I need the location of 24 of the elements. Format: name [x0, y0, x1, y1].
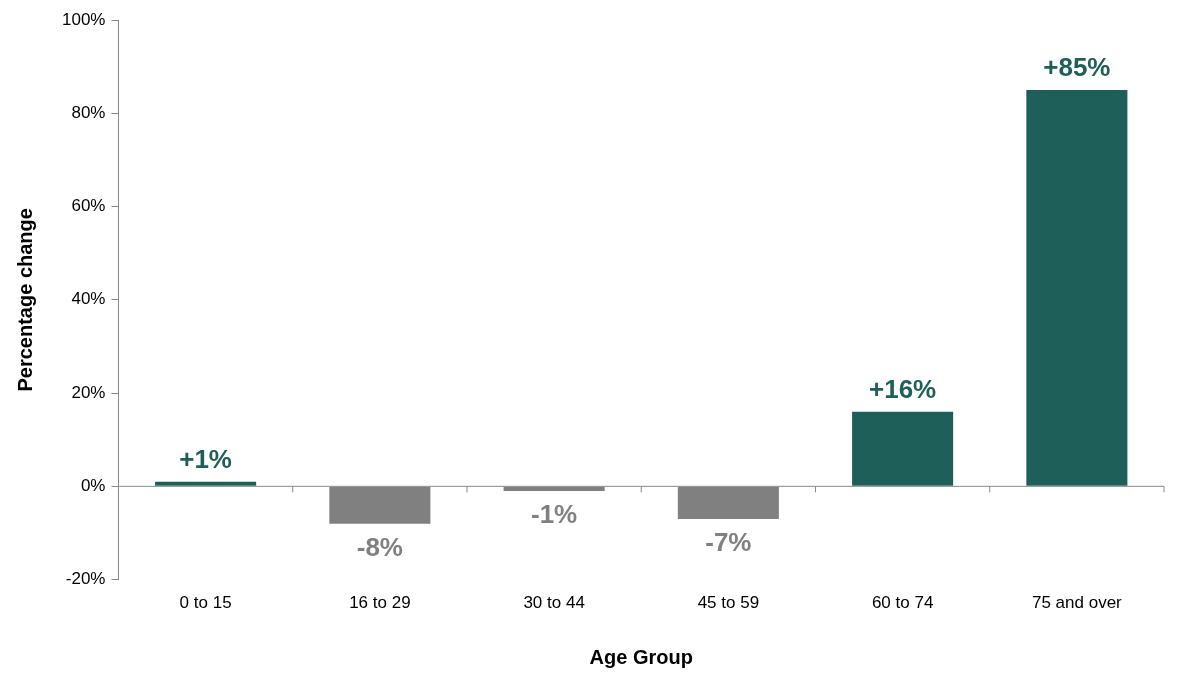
- data-label: +1%: [179, 443, 232, 474]
- x-tick-label: 30 to 44: [523, 593, 585, 613]
- y-tick-label: 40%: [71, 289, 106, 309]
- data-label: -7%: [705, 527, 752, 558]
- data-label: +16%: [869, 373, 937, 404]
- data-label: +85%: [1043, 52, 1111, 83]
- data-label: -1%: [530, 499, 578, 530]
- x-axis-title: Age Group: [589, 645, 693, 668]
- x-tick-label: 16 to 29: [349, 593, 411, 613]
- y-tick-label: 20%: [71, 382, 106, 402]
- y-tick-label: -20%: [65, 569, 106, 589]
- x-tick-label: 0 to 15: [179, 593, 232, 613]
- bar: [1026, 89, 1128, 486]
- y-tick-label: 80%: [71, 102, 106, 122]
- x-tick-label: 45 to 59: [697, 593, 760, 613]
- data-label: -8%: [356, 531, 403, 562]
- bar: [155, 481, 257, 486]
- y-axis-title: Percentage change: [13, 208, 36, 392]
- x-tick-label: 60 to 74: [871, 593, 934, 613]
- y-tick-label: 100%: [62, 9, 106, 29]
- x-tick-label: 75 and over: [1031, 593, 1123, 613]
- bar: [852, 411, 954, 486]
- y-tick-label: 0%: [80, 476, 106, 496]
- y-tick-label: 60%: [71, 196, 106, 216]
